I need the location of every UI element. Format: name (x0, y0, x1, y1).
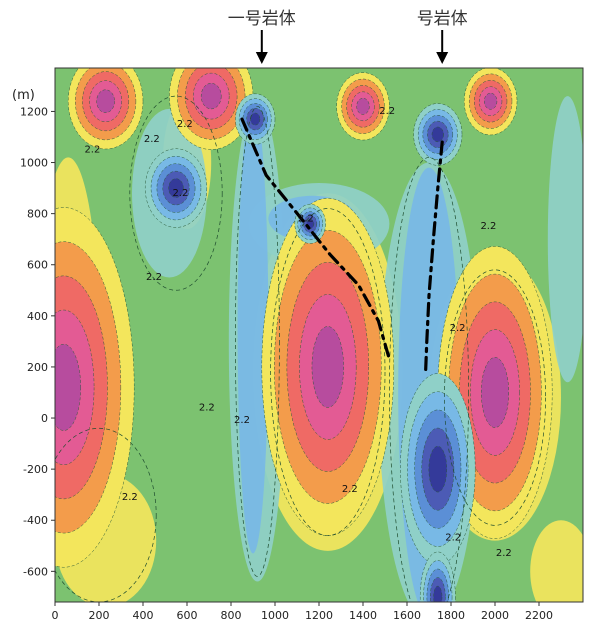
high-anomaly-level (200, 83, 222, 110)
x-tick-label: 1600 (393, 609, 421, 622)
y-tick-label: 600 (27, 259, 48, 272)
x-tick-label: 1800 (437, 609, 465, 622)
low-anomaly-level (168, 178, 184, 198)
contour-line (389, 157, 469, 602)
high-anomaly (67, 68, 144, 150)
contour-label: 2.2 (234, 415, 250, 426)
contour-line (235, 105, 280, 577)
anomaly-blobs (55, 68, 553, 602)
high-anomaly (261, 198, 395, 536)
high-anomaly-level (356, 97, 370, 115)
contour-label: 2.2 (445, 533, 461, 544)
x-axis-ticks: 0 200 400 600 800 1000 1200 1400 1600 1800 2000 220… (52, 602, 553, 622)
annotation-label: 一号岩体 (228, 9, 296, 29)
low-anomaly (294, 203, 326, 244)
contour-label: 2.2 (144, 134, 160, 145)
contour-label: 2.2 (172, 188, 188, 199)
contour-line (129, 95, 223, 291)
annotation-arrows: 一号岩体 号岩体 (228, 9, 468, 64)
y-tick-label: 200 (27, 361, 48, 374)
annotation-arrow-head (436, 52, 449, 64)
contour-label: 2.2 (342, 484, 358, 495)
contour-label: 2.2 (298, 213, 314, 224)
contour-band (237, 103, 269, 554)
y-tick-label: 800 (27, 208, 48, 221)
high-anomaly-level (481, 357, 509, 428)
contour-label: 2.2 (146, 272, 162, 283)
x-tick-label: 400 (133, 609, 154, 622)
y-tick-label: -200 (23, 463, 48, 476)
contour-label: 2.2 (199, 402, 215, 413)
low-anomaly (144, 148, 208, 228)
contour-line (55, 427, 157, 602)
contour-line (270, 208, 386, 536)
y-tick-label: 1000 (20, 157, 48, 170)
x-tick-label: 0 (52, 609, 59, 622)
plot-area: 2.2 2.2 2.2 2.2 2.2 2.2 2.2 2.2 2.2 2.2 2.2 2.2 2.2 2… (55, 68, 583, 602)
contour-label: 2.2 (496, 548, 512, 559)
y-unit-label: (m) (12, 88, 35, 103)
annotation-arrow-head (255, 52, 268, 64)
high-anomaly-level (311, 326, 344, 408)
contour-labels: 2.2 2.2 2.2 2.2 2.2 2.2 2.2 2.2 2.2 2.2 2.2 2.2 2.2 2… (84, 106, 511, 559)
high-anomaly (336, 72, 390, 141)
y-tick-label: 1200 (20, 105, 48, 118)
annotation-label: 号岩体 (417, 9, 468, 29)
fault-line (424, 140, 444, 372)
x-tick-label: 800 (221, 609, 242, 622)
contour-label: 2.2 (379, 106, 395, 117)
y-tick-label: -400 (23, 514, 48, 527)
low-anomaly-level (433, 585, 443, 602)
x-tick-label: 1200 (305, 609, 333, 622)
x-tick-label: 1000 (261, 609, 289, 622)
x-tick-label: 2000 (481, 609, 509, 622)
high-anomaly (463, 68, 518, 136)
contour-label: 2.2 (480, 221, 496, 232)
low-anomaly (235, 93, 276, 145)
high-anomaly-level (484, 92, 498, 110)
contour-label: 2.2 (122, 492, 138, 503)
y-tick-label: 400 (27, 310, 48, 323)
contour-label: 2.2 (177, 119, 193, 130)
high-anomaly-level (55, 343, 81, 431)
low-anomaly (419, 551, 456, 602)
fault-lines (240, 117, 444, 372)
contour-band (547, 96, 583, 383)
y-tick-label: -600 (23, 565, 48, 578)
high-anomaly-level (96, 89, 115, 113)
contour-label: 2.2 (450, 323, 466, 334)
contour-label: 2.2 (84, 144, 100, 155)
contour-lines (55, 95, 546, 602)
x-tick-label: 2200 (525, 609, 553, 622)
low-anomaly (413, 103, 463, 166)
x-tick-label: 600 (177, 609, 198, 622)
high-anomaly (55, 207, 135, 568)
low-anomaly-level (250, 112, 261, 126)
low-anomaly (400, 373, 476, 565)
contour-line (444, 269, 546, 526)
low-anomaly-level (431, 126, 444, 143)
fault-line (240, 117, 391, 361)
high-anomaly (169, 68, 254, 150)
low-anomaly-level (428, 445, 448, 493)
x-tick-label: 200 (89, 609, 110, 622)
y-tick-label: 0 (41, 412, 48, 425)
contour-band (530, 520, 583, 602)
y-axis-ticks: 1200 1000 800 600 400 200 0 -200 -400 -600 (20, 105, 55, 578)
x-tick-label: 1400 (349, 609, 377, 622)
